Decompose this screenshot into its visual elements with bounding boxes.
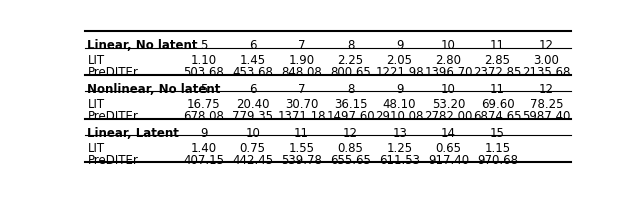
- Text: 1.25: 1.25: [387, 142, 413, 155]
- Text: PreDITEr: PreDITEr: [88, 66, 138, 79]
- Text: 970.68: 970.68: [477, 154, 518, 167]
- Text: Linear, Latent: Linear, Latent: [88, 126, 179, 140]
- Text: 69.60: 69.60: [481, 98, 515, 111]
- Text: 0.75: 0.75: [239, 142, 266, 155]
- Text: 13: 13: [392, 126, 407, 140]
- Text: 53.20: 53.20: [432, 98, 465, 111]
- Text: PreDITEr: PreDITEr: [88, 110, 138, 123]
- Text: 2.25: 2.25: [337, 54, 364, 67]
- Text: 11: 11: [490, 83, 505, 96]
- Text: 78.25: 78.25: [530, 98, 563, 111]
- Text: 8: 8: [347, 39, 355, 52]
- Text: 5: 5: [200, 39, 207, 52]
- Text: 453.68: 453.68: [232, 66, 273, 79]
- Text: 12: 12: [343, 126, 358, 140]
- Text: 5987.40: 5987.40: [522, 110, 571, 123]
- Text: PreDITEr: PreDITEr: [88, 154, 138, 167]
- Text: 0.65: 0.65: [436, 142, 461, 155]
- Text: 9: 9: [396, 83, 403, 96]
- Text: 2.85: 2.85: [484, 54, 511, 67]
- Text: 1221.98: 1221.98: [375, 66, 424, 79]
- Text: 8: 8: [347, 83, 355, 96]
- Text: 442.45: 442.45: [232, 154, 273, 167]
- Text: 10: 10: [441, 83, 456, 96]
- Text: 48.10: 48.10: [383, 98, 417, 111]
- Text: 407.15: 407.15: [183, 154, 224, 167]
- Text: LIT: LIT: [88, 54, 104, 67]
- Text: 10: 10: [245, 126, 260, 140]
- Text: LIT: LIT: [88, 98, 104, 111]
- Text: 2910.08: 2910.08: [376, 110, 424, 123]
- Text: 2135.68: 2135.68: [522, 66, 571, 79]
- Text: 12: 12: [539, 39, 554, 52]
- Text: 11: 11: [294, 126, 309, 140]
- Text: 2.80: 2.80: [436, 54, 461, 67]
- Text: 30.70: 30.70: [285, 98, 318, 111]
- Text: 1.15: 1.15: [484, 142, 511, 155]
- Text: 2782.00: 2782.00: [424, 110, 473, 123]
- Text: 611.53: 611.53: [379, 154, 420, 167]
- Text: 6874.65: 6874.65: [474, 110, 522, 123]
- Text: 917.40: 917.40: [428, 154, 469, 167]
- Text: 1.40: 1.40: [191, 142, 217, 155]
- Text: 6: 6: [249, 83, 257, 96]
- Text: 14: 14: [441, 126, 456, 140]
- Text: 1.90: 1.90: [289, 54, 315, 67]
- Text: 15: 15: [490, 126, 505, 140]
- Text: 2.05: 2.05: [387, 54, 413, 67]
- Text: 2372.85: 2372.85: [474, 66, 522, 79]
- Text: 11: 11: [490, 39, 505, 52]
- Text: 1371.18: 1371.18: [277, 110, 326, 123]
- Text: 539.78: 539.78: [281, 154, 322, 167]
- Text: 1.45: 1.45: [239, 54, 266, 67]
- Text: 1.10: 1.10: [191, 54, 217, 67]
- Text: 800.65: 800.65: [330, 66, 371, 79]
- Text: 655.65: 655.65: [330, 154, 371, 167]
- Text: 848.08: 848.08: [281, 66, 322, 79]
- Text: 0.85: 0.85: [338, 142, 364, 155]
- Text: 1396.70: 1396.70: [424, 66, 473, 79]
- Text: 678.08: 678.08: [183, 110, 224, 123]
- Text: 5: 5: [200, 83, 207, 96]
- Text: 9: 9: [396, 39, 403, 52]
- Text: 16.75: 16.75: [187, 98, 221, 111]
- Text: 20.40: 20.40: [236, 98, 269, 111]
- Text: 12: 12: [539, 83, 554, 96]
- Text: 36.15: 36.15: [334, 98, 367, 111]
- Text: 3.00: 3.00: [534, 54, 559, 67]
- Text: 6: 6: [249, 39, 257, 52]
- Text: 9: 9: [200, 126, 207, 140]
- Text: 503.68: 503.68: [183, 66, 224, 79]
- Text: 1497.60: 1497.60: [326, 110, 375, 123]
- Text: 7: 7: [298, 39, 305, 52]
- Text: Linear, No latent: Linear, No latent: [88, 39, 198, 52]
- Text: 10: 10: [441, 39, 456, 52]
- Text: LIT: LIT: [88, 142, 104, 155]
- Text: 7: 7: [298, 83, 305, 96]
- Text: 1.55: 1.55: [289, 142, 315, 155]
- Text: 779.35: 779.35: [232, 110, 273, 123]
- Text: Nonlinear, No latent: Nonlinear, No latent: [88, 83, 221, 96]
